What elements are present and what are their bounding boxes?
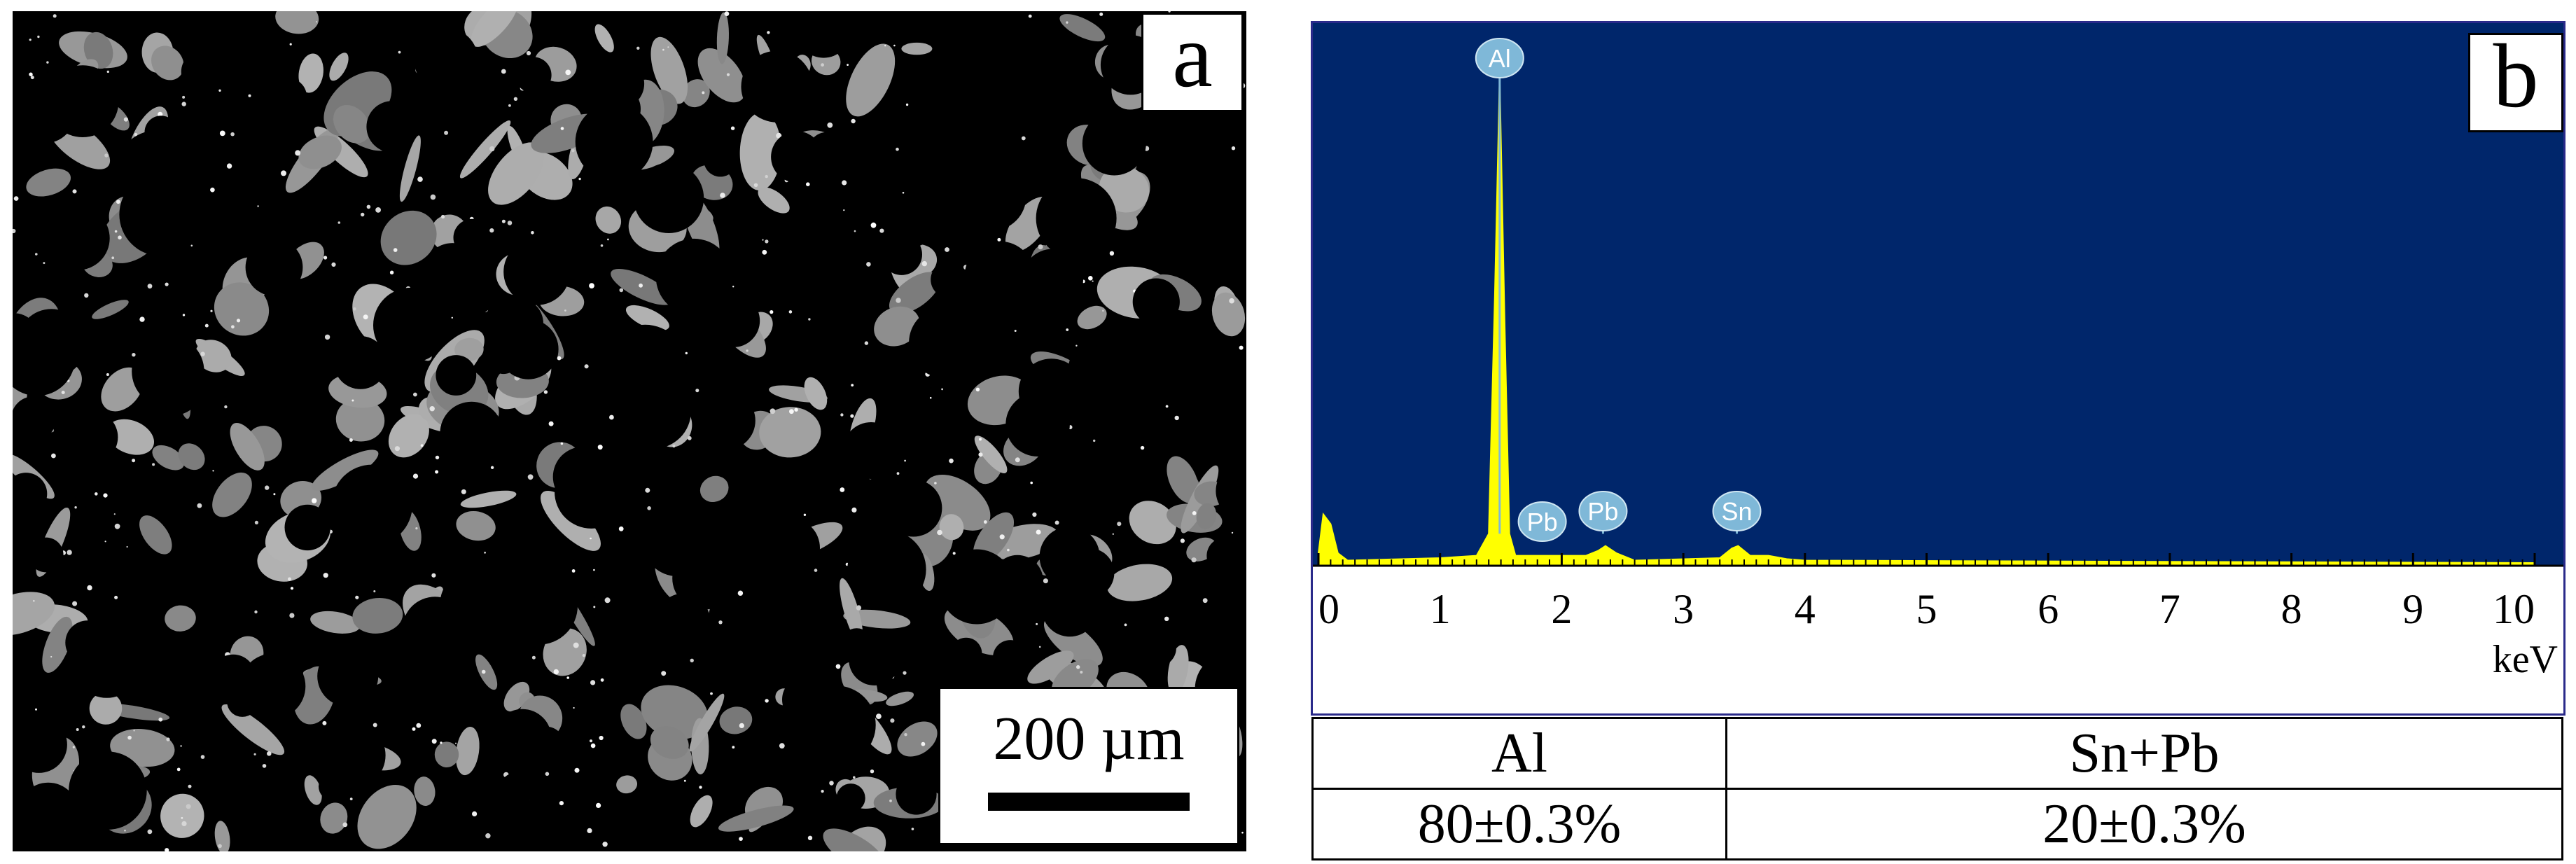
peak-label: Al	[1475, 38, 1524, 534]
table-header-snpb: Sn+Pb	[1725, 717, 2563, 790]
svg-text:Sn: Sn	[1722, 497, 1753, 526]
peak-label: Pb	[1578, 491, 1628, 534]
plot-background	[1313, 23, 2563, 566]
scale-bar-label: 200 µm	[993, 705, 1185, 773]
x-tick-label: 10	[2493, 586, 2535, 632]
x-tick-label: 2	[1551, 586, 1572, 632]
x-tick-label: 7	[2159, 586, 2180, 632]
panel-b-label: b	[2468, 31, 2563, 132]
x-axis-label: keV	[2493, 638, 2558, 681]
svg-text:Al: Al	[1489, 44, 1511, 73]
x-tick-label: 3	[1673, 586, 1694, 632]
table-cell-snpb: 20±0.3%	[1725, 788, 2563, 860]
x-tick-label: 5	[1916, 586, 1937, 632]
x-tick-label: 8	[2281, 586, 2302, 632]
x-tick-label: 9	[2402, 586, 2423, 632]
x-tick-label: 1	[1430, 586, 1451, 632]
sem-micrograph: a 200 µm	[13, 11, 1246, 851]
eds-spectrum-chart: 0 1 2 3 4 5 6 7 8 9 10 keV Al Pb Pb Sn	[1313, 23, 2563, 681]
x-tick-label: 6	[2038, 586, 2059, 632]
scale-bar-line	[988, 793, 1190, 811]
peak-label: Sn	[1712, 491, 1762, 534]
svg-text:Pb: Pb	[1527, 508, 1558, 536]
spectrum-area	[1318, 76, 2535, 565]
table-header-row: Al Sn+Pb	[1311, 717, 2563, 790]
composition-table: Al Sn+Pb 80±0.3% 20±0.3%	[1311, 717, 2563, 860]
table-cell-al: 80±0.3%	[1311, 788, 1727, 860]
eds-spectrum-panel: 0 1 2 3 4 5 6 7 8 9 10 keV Al Pb Pb Sn b	[1311, 21, 2565, 716]
table-row: 80±0.3% 20±0.3%	[1311, 788, 2563, 860]
x-tick-label: 0	[1318, 586, 1339, 632]
x-minor-ticks	[1317, 553, 2536, 566]
peak-label: Pb	[1517, 501, 1567, 542]
x-tick-label: 4	[1795, 586, 1816, 632]
table-header-al: Al	[1311, 717, 1727, 790]
panel-a-label: a	[1141, 11, 1244, 112]
svg-text:Pb: Pb	[1587, 497, 1618, 526]
scale-bar-box: 200 µm	[938, 687, 1239, 845]
